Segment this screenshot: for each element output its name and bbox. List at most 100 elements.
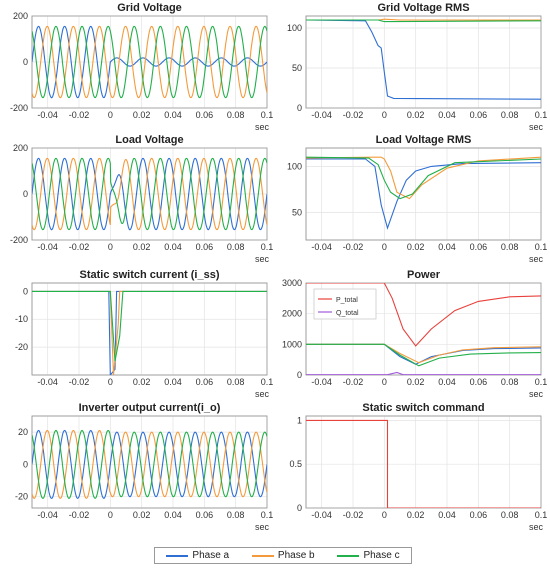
y-tick-label: 0	[297, 370, 302, 380]
x-tick-label: 0.02	[407, 242, 425, 252]
chart-title: Grid Voltage	[117, 2, 182, 14]
x-tick-label: 0.02	[133, 510, 151, 520]
y-tick-label: 0	[23, 459, 28, 469]
x-tick-label: 0	[108, 242, 113, 252]
chart-load-voltage: -0.04 -0.02 0 0.02 0.04 0.06 0.08 0.1 200 0 -200 Lo…	[10, 134, 273, 264]
x-tick-label: -0.04	[311, 242, 332, 252]
chart-inverter-output-current: -0.04 -0.02 0 0.02 0.04 0.06 0.08 0.1 20 0 -20 Inve…	[15, 402, 273, 532]
legend-label-phase-c: Phase c	[363, 550, 400, 561]
x-tick-label: 0.04	[164, 510, 182, 520]
y-tick-label: 50	[292, 207, 302, 217]
x-tick-label: 0.04	[438, 242, 456, 252]
x-tick-label: 0.08	[501, 510, 519, 520]
x-tick-label: 0.04	[438, 377, 456, 387]
y-tick-label: -200	[10, 235, 28, 245]
plot-area	[305, 147, 542, 241]
y-tick-label: 50	[292, 63, 302, 73]
x-tick-label: 0.08	[501, 377, 519, 387]
x-tick-label: 0.06	[196, 242, 214, 252]
x-tick-label: 0	[108, 110, 113, 120]
series-line-phase-a	[306, 19, 541, 100]
chart-grid-voltage: -0.04 -0.02 0 0.02 0.04 0.06 0.08 0.1 200 0 -200 Gr…	[10, 2, 273, 132]
x-tick-label: 0.1	[535, 377, 548, 387]
y-tick-label: 100	[287, 161, 302, 171]
legend-swatch-phase-a	[166, 554, 189, 557]
x-tick-label: 0.04	[438, 110, 456, 120]
x-tick-label: -0.02	[343, 377, 364, 387]
x-tick-label: 0.06	[196, 110, 214, 120]
x-tick-label: 0	[108, 510, 113, 520]
chart-title: Static switch command	[362, 402, 484, 414]
y-tick-label: 3000	[282, 278, 302, 288]
series-line-q-total	[306, 371, 541, 375]
chart-static-switch-current: -0.04 -0.02 0 0.02 0.04 0.06 0.08 0.1 0 -10 -20 Sta…	[15, 269, 273, 399]
x-tick-label: 0.08	[227, 377, 245, 387]
y-tick-label: 2000	[282, 309, 302, 319]
x-unit-label: sec	[529, 389, 544, 399]
x-tick-label: 0.02	[407, 510, 425, 520]
x-tick-label: 0.1	[261, 110, 274, 120]
x-tick-label: 0.06	[196, 510, 214, 520]
series-line-phase-c	[32, 429, 267, 499]
x-tick-label: -0.02	[69, 510, 90, 520]
x-tick-label: 0.06	[470, 377, 488, 387]
x-unit-label: sec	[255, 522, 270, 532]
plot-frame	[31, 282, 268, 376]
y-tick-label: 0	[23, 286, 28, 296]
series-line-phase-c	[32, 25, 267, 99]
x-tick-label: 0.02	[407, 377, 425, 387]
legend-label-phase-b: Phase b	[277, 550, 315, 561]
x-tick-label: -0.02	[69, 110, 90, 120]
chart-grid-voltage-rms: -0.04 -0.02 0 0.02 0.04 0.06 0.08 0.1 100 50 0 Grid…	[287, 2, 547, 132]
x-tick-label: 0.02	[407, 110, 425, 120]
power-legend-box	[313, 288, 377, 320]
x-tick-label: 0	[382, 242, 387, 252]
plot-area	[305, 415, 542, 509]
x-unit-label: sec	[529, 122, 544, 132]
phase-legend: Phase a Phase b Phase c	[154, 547, 412, 564]
chart-title: Load Voltage	[115, 134, 183, 146]
y-tick-label: 0.5	[289, 459, 302, 469]
x-tick-label: 0.1	[535, 110, 548, 120]
chart-title: Static switch current (i_ss)	[80, 269, 220, 281]
x-tick-label: 0.08	[227, 242, 245, 252]
y-tick-label: -20	[15, 342, 28, 352]
legend-label-phase-a: Phase a	[192, 550, 230, 561]
y-tick-label: -10	[15, 314, 28, 324]
y-tick-label: -20	[15, 492, 28, 502]
x-tick-label: 0.04	[164, 242, 182, 252]
legend-swatch-phase-b	[251, 554, 274, 557]
x-tick-label: 0.02	[133, 110, 151, 120]
x-tick-label: 0.08	[227, 510, 245, 520]
series-line-phase-c	[306, 156, 541, 200]
x-tick-label: 0.08	[227, 110, 245, 120]
chart-title: Inverter output current(i_o)	[79, 402, 221, 414]
x-tick-label: -0.04	[311, 110, 332, 120]
x-tick-label: -0.02	[343, 242, 364, 252]
series-line-phase-a	[306, 158, 541, 230]
chart-title: Load Voltage RMS	[376, 134, 472, 146]
series-line-phase-a	[32, 429, 267, 499]
x-tick-label: -0.04	[37, 377, 58, 387]
x-unit-label: sec	[255, 389, 270, 399]
series-line-phase-a	[32, 157, 267, 231]
x-tick-label: -0.02	[343, 510, 364, 520]
power-legend-label: Q_total	[336, 310, 359, 317]
x-tick-label: -0.02	[343, 110, 364, 120]
series-line-p-total	[306, 283, 541, 347]
y-tick-label: 100	[287, 23, 302, 33]
series-line-phase-a	[32, 25, 267, 99]
x-tick-label: 0.08	[501, 242, 519, 252]
legend-item-phase-c: Phase c	[337, 550, 400, 561]
y-tick-label: -200	[10, 103, 28, 113]
y-tick-label: 20	[18, 427, 28, 437]
y-tick-label: 0	[297, 503, 302, 513]
x-tick-label: 0	[382, 110, 387, 120]
y-tick-label: 0	[23, 57, 28, 67]
x-tick-label: -0.02	[69, 377, 90, 387]
chart-load-voltage-rms: -0.04 -0.02 0 0.02 0.04 0.06 0.08 0.1 100 50 Load …	[287, 134, 547, 264]
x-tick-label: 0.06	[470, 242, 488, 252]
legend-swatch-phase-c	[337, 554, 360, 557]
plot-area	[31, 282, 268, 376]
y-tick-label: 200	[13, 11, 28, 21]
